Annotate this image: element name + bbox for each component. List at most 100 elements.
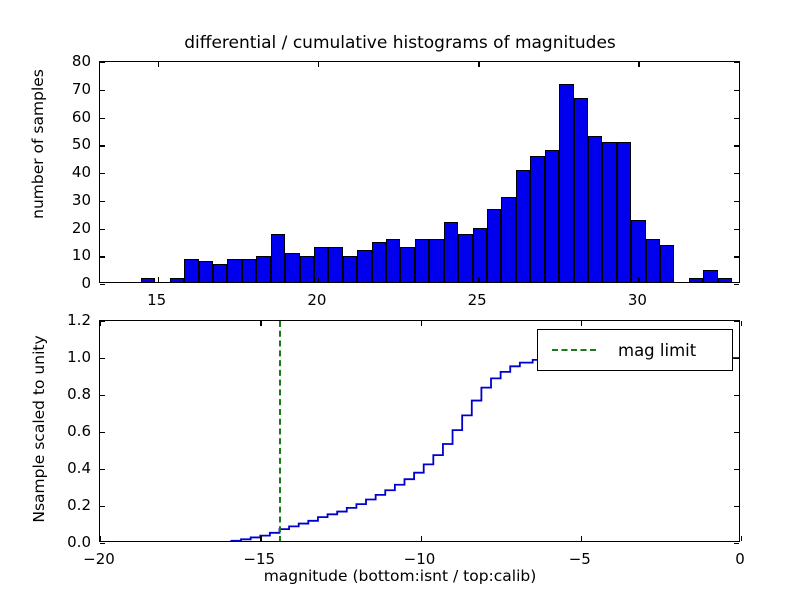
y-tick-mark <box>100 228 105 230</box>
y-tick-label: 30 <box>71 190 91 209</box>
x-tick-label: −10 <box>403 550 436 568</box>
y-tick-mark <box>100 395 105 397</box>
y-tick-label: 20 <box>71 218 91 237</box>
page-title: differential / cumulative histograms of … <box>184 33 616 53</box>
y-tick-mark <box>100 321 105 323</box>
mag-limit-vline <box>279 321 282 541</box>
y-tick-label: 0.2 <box>67 496 91 514</box>
histogram-bar <box>515 169 531 282</box>
histogram-bar <box>717 277 733 282</box>
y-tick-mark <box>734 256 739 258</box>
x-tick-mark <box>317 62 320 67</box>
histogram-plot-area <box>100 62 739 282</box>
y-tick-mark <box>734 173 739 175</box>
x-tick-label: −5 <box>568 550 591 568</box>
x-axis-label: magnitude (bottom:isnt / top:calib) <box>263 567 537 585</box>
y-tick-mark <box>100 145 105 147</box>
histogram-bar <box>227 258 242 282</box>
y-tick-label: 60 <box>71 107 91 126</box>
y-tick-mark <box>100 200 105 203</box>
y-tick-mark <box>734 543 739 545</box>
y-tick-mark <box>100 543 105 545</box>
histogram-bar <box>616 141 632 282</box>
cumulative-line <box>230 357 739 541</box>
x-tick-mark <box>260 536 262 541</box>
x-tick-mark <box>478 62 480 67</box>
x-tick-mark <box>638 277 640 282</box>
y-tick-label: 70 <box>71 79 91 98</box>
mag-limit-line-icon <box>552 349 596 351</box>
y-tick-mark <box>100 284 105 286</box>
histogram-bar <box>660 244 675 282</box>
x-tick-mark <box>260 321 262 326</box>
y-tick-mark <box>100 256 105 258</box>
y-tick-mark <box>100 432 105 434</box>
histogram-bar <box>285 252 300 282</box>
histogram-bar <box>429 239 444 282</box>
histogram-bar <box>458 233 473 282</box>
x-tick-mark <box>741 536 743 541</box>
histogram-bar <box>184 258 199 282</box>
y-tick-mark <box>100 469 105 471</box>
histogram-bar <box>573 97 588 282</box>
histogram-bar <box>371 241 387 282</box>
y-tick-mark <box>100 358 105 360</box>
histogram-bar <box>342 255 358 282</box>
y-tick-mark <box>734 228 739 230</box>
y-tick-mark <box>734 200 739 203</box>
cumulative-plot-area <box>100 321 739 541</box>
y-tick-label: 0.4 <box>67 459 91 477</box>
histogram-bar <box>212 264 228 282</box>
y-tick-mark <box>734 395 739 397</box>
histogram-bar <box>270 233 286 282</box>
histogram-bar <box>645 239 661 282</box>
y-tick-mark <box>734 284 739 286</box>
y-tick-label: 0.6 <box>67 422 91 440</box>
y-tick-mark <box>734 432 739 434</box>
histogram-bar <box>587 136 603 282</box>
y-tick-mark <box>734 506 739 508</box>
histogram-bar <box>256 255 271 282</box>
y-tick-mark <box>100 117 105 119</box>
x-tick-label: −15 <box>243 550 276 568</box>
legend[interactable]: mag limit <box>537 329 733 371</box>
x-tick-mark <box>157 62 160 67</box>
y-tick-label: 50 <box>71 135 91 154</box>
y-tick-mark <box>734 89 739 92</box>
y-tick-label: 0 <box>81 274 91 292</box>
x-tick-label: 30 <box>627 291 647 309</box>
y-tick-label: 0.8 <box>67 385 91 403</box>
x-tick-mark <box>638 62 640 67</box>
x-tick-mark <box>580 321 583 326</box>
y-tick-label: 80 <box>71 52 91 70</box>
histogram-bar <box>198 261 213 282</box>
histogram-bar <box>241 258 257 282</box>
histogram-bar <box>703 269 718 282</box>
y-tick-mark <box>734 358 739 360</box>
y-tick-label: 10 <box>71 246 91 265</box>
histogram-bar <box>357 250 372 282</box>
y-tick-mark <box>100 89 105 92</box>
histogram-panel <box>99 61 740 286</box>
histogram-bar <box>602 141 617 282</box>
histogram-bar <box>559 83 574 282</box>
x-tick-label: 20 <box>307 291 327 309</box>
x-tick-mark <box>420 536 422 541</box>
y-tick-label: 1.2 <box>67 311 91 329</box>
y-tick-mark <box>734 62 739 64</box>
histogram-bar <box>400 247 415 282</box>
histogram-bar <box>140 277 156 282</box>
x-tick-mark <box>741 321 743 326</box>
histogram-bar <box>472 227 487 282</box>
histogram-bar <box>501 197 516 282</box>
x-tick-label: 25 <box>467 291 487 309</box>
y-tick-mark <box>100 62 105 64</box>
cumulative-curve <box>230 357 739 541</box>
x-tick-mark <box>100 536 102 541</box>
histogram-bar <box>530 155 545 282</box>
y-tick-label: 0.0 <box>67 533 91 551</box>
x-tick-mark <box>317 277 320 282</box>
x-tick-mark <box>157 277 160 282</box>
cumulative-panel: mag limit <box>99 320 743 545</box>
